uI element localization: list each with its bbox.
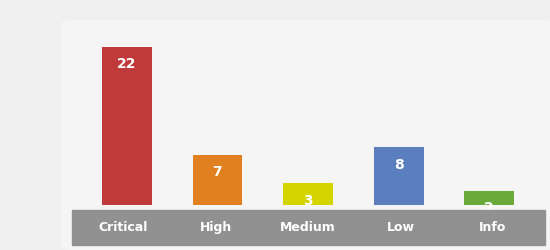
Text: Low: Low (387, 221, 414, 234)
Bar (102, 46, 152, 205)
Text: Info: Info (479, 221, 507, 234)
Text: 8: 8 (394, 158, 404, 172)
Text: 3: 3 (303, 194, 313, 208)
Text: 22: 22 (117, 58, 136, 71)
Text: 2: 2 (485, 202, 494, 215)
Bar (464, 190, 514, 205)
Text: 7: 7 (213, 166, 222, 179)
Bar (283, 184, 333, 205)
Text: Medium: Medium (280, 221, 336, 234)
Text: High: High (200, 221, 232, 234)
Bar (192, 154, 243, 205)
Text: Critical: Critical (98, 221, 148, 234)
Bar (373, 148, 424, 205)
